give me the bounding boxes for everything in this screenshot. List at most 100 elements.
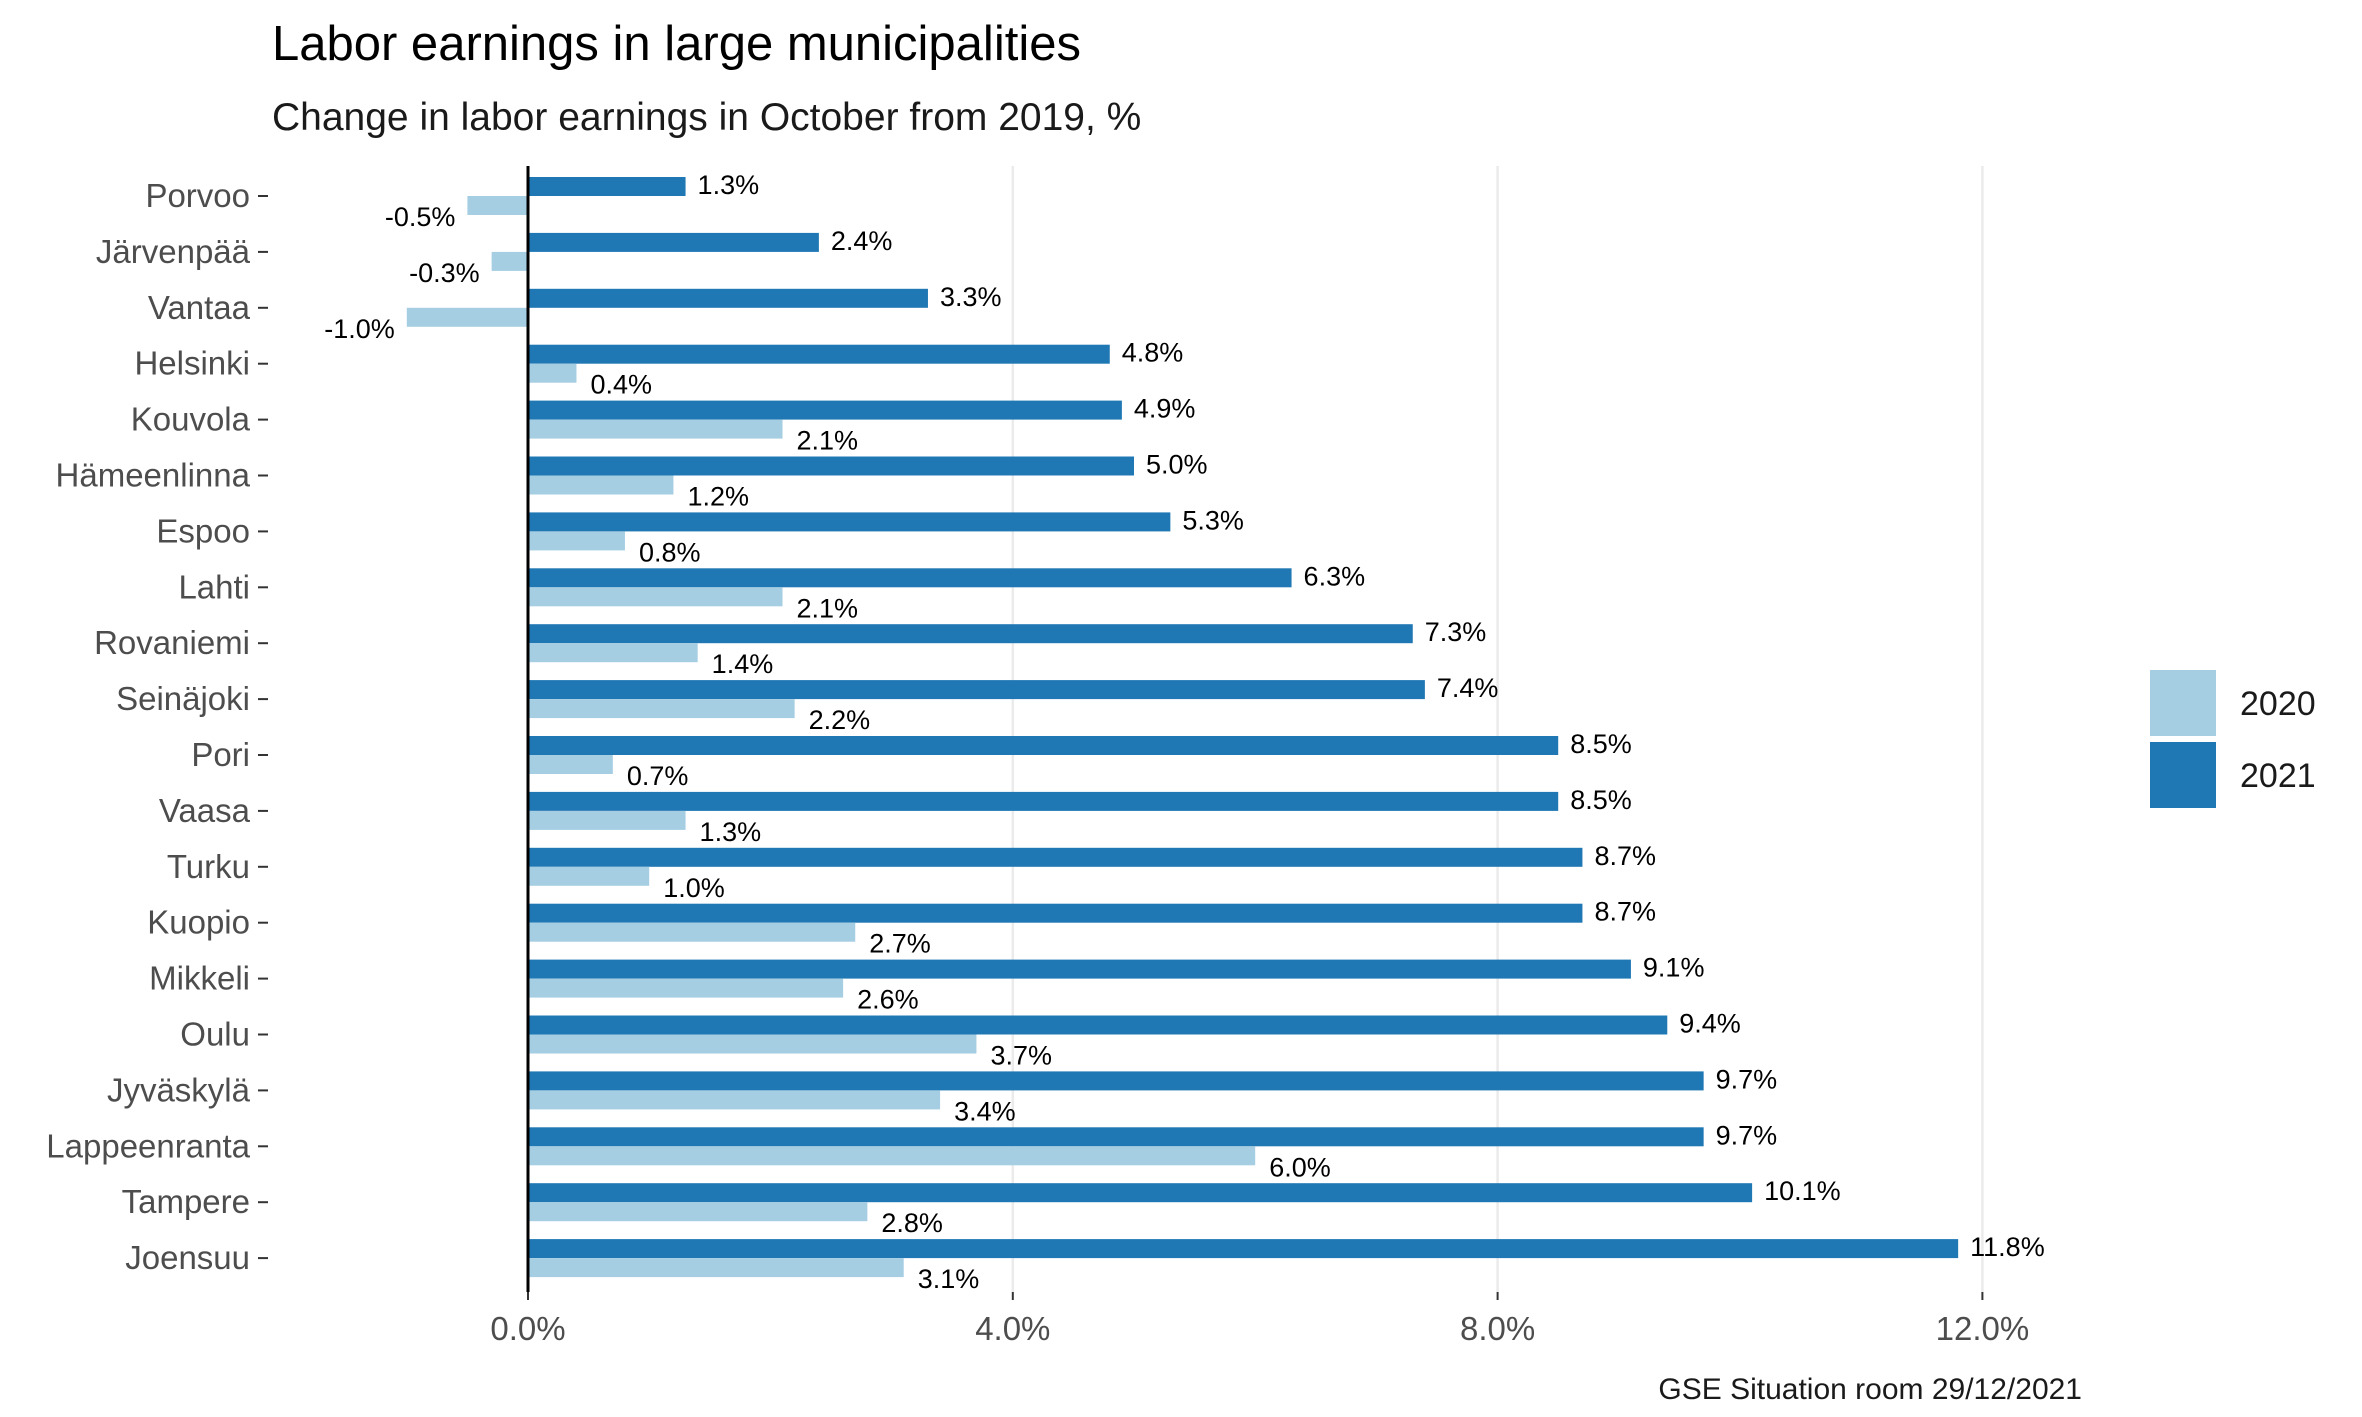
data-label-2020: 2.6% <box>857 985 919 1015</box>
bar-2021 <box>528 624 1413 644</box>
data-label-2021: 8.5% <box>1570 729 1632 759</box>
y-tick-label: Turku <box>167 848 250 885</box>
bar-2021 <box>528 680 1425 700</box>
data-label-2020: -0.5% <box>385 202 456 232</box>
data-label-2021: 9.1% <box>1643 953 1705 983</box>
data-label-2021: 8.7% <box>1594 897 1656 927</box>
data-label-2021: 2.4% <box>831 226 893 256</box>
y-tick-label: Rovaniemi <box>94 624 250 661</box>
data-label-2021: 8.5% <box>1570 785 1632 815</box>
bar-2020 <box>406 307 528 327</box>
data-label-2020: 1.4% <box>712 649 774 679</box>
y-tick-label: Hämeenlinna <box>56 457 251 494</box>
chart-subtitle: Change in labor earnings in October from… <box>272 96 1141 139</box>
data-label-2021: 9.7% <box>1716 1064 1778 1094</box>
data-label-2020: 2.1% <box>797 593 859 623</box>
y-tick-label: Kuopio <box>147 904 250 941</box>
y-tick-label: Jyväskylä <box>107 1071 251 1108</box>
bar-2021 <box>528 959 1631 979</box>
data-label-2021: 5.0% <box>1146 450 1208 480</box>
legend-label-2021: 2021 <box>2240 757 2316 795</box>
bar-2021 <box>528 456 1134 476</box>
bar-2021 <box>528 736 1559 755</box>
bar-2021 <box>528 288 928 308</box>
bar-2020 <box>528 643 698 663</box>
bar-2020 <box>528 1090 941 1110</box>
bar-2021 <box>528 568 1292 588</box>
bar-2020 <box>528 475 674 495</box>
data-label-2020: -0.3% <box>409 258 480 288</box>
data-label-2021: 4.9% <box>1134 394 1196 424</box>
chart-caption: GSE Situation room 29/12/2021 <box>1658 1373 2082 1406</box>
x-tick-label: 8.0% <box>1460 1310 1535 1347</box>
data-label-2021: 11.8% <box>1970 1232 2045 1262</box>
bar-2020 <box>528 922 856 942</box>
bar-2020 <box>528 1034 977 1054</box>
data-label-2021: 5.3% <box>1182 505 1244 535</box>
y-tick-label: Järvenpää <box>96 233 251 270</box>
data-label-2021: 8.7% <box>1594 841 1656 871</box>
data-label-2020: 2.1% <box>797 426 859 456</box>
legend-label-2020: 2020 <box>2240 685 2316 723</box>
y-tick-label: Joensuu <box>125 1239 250 1276</box>
data-labels: 1.3% -0.5% 2.4% -0.3% 3.3% -1.0% 4.8% 0.4% 4.9% 2… <box>324 170 2044 1294</box>
data-label-2021: 1.3% <box>698 170 760 200</box>
y-tick-label: Mikkeli <box>149 960 250 997</box>
y-tick-label: Espoo <box>156 512 250 549</box>
data-label-2020: 1.3% <box>700 817 762 847</box>
bar-2021 <box>528 1239 1959 1259</box>
y-axis: Porvoo Järvenpää Vantaa Helsinki Kouvola Häme… <box>46 177 268 1276</box>
legend: 2020 2021 <box>2150 670 2316 808</box>
data-label-2021: 7.3% <box>1425 617 1487 647</box>
data-label-2020: 0.7% <box>627 761 689 791</box>
data-label-2021: 7.4% <box>1437 673 1499 703</box>
bars <box>406 177 1959 1278</box>
data-label-2020: 1.0% <box>663 873 725 903</box>
bar-2021 <box>528 791 1559 811</box>
bar-2020 <box>528 1146 1256 1166</box>
bar-2020 <box>528 419 783 439</box>
bar-2021 <box>528 903 1583 923</box>
bar-2020 <box>528 363 577 383</box>
y-tick-label: Vantaa <box>148 289 251 326</box>
bar-2020 <box>528 1258 904 1278</box>
legend-key-2021 <box>2150 742 2216 808</box>
data-label-2020: 0.8% <box>639 537 701 567</box>
bar-2021 <box>528 232 819 252</box>
chart-title: Labor earnings in large municipalities <box>272 17 1081 71</box>
y-tick-label: Lahti <box>178 568 250 605</box>
data-label-2021: 9.4% <box>1679 1009 1741 1039</box>
y-tick-label: Kouvola <box>131 401 251 438</box>
data-label-2020: 3.4% <box>954 1096 1016 1126</box>
y-tick-label: Helsinki <box>134 345 250 382</box>
bar-2021 <box>528 1071 1704 1091</box>
y-tick-label: Vaasa <box>159 792 251 829</box>
data-label-2021: 10.1% <box>1764 1176 1841 1206</box>
bar-2021 <box>528 1183 1753 1203</box>
bar-2021 <box>528 344 1110 364</box>
data-label-2020: 2.2% <box>809 705 871 735</box>
bar-2020 <box>528 866 650 886</box>
bar-2021 <box>528 847 1583 867</box>
data-label-2020: 6.0% <box>1269 1152 1331 1182</box>
x-axis: 0.0% 4.0% 8.0% 12.0% <box>490 1292 2029 1347</box>
data-label-2020: 3.7% <box>990 1041 1052 1071</box>
data-label-2021: 9.7% <box>1716 1120 1778 1150</box>
bar-2021 <box>528 177 686 196</box>
bar-2020 <box>528 587 783 607</box>
legend-key-2020 <box>2150 670 2216 736</box>
data-label-2020: 1.2% <box>687 482 749 512</box>
bar-2020 <box>528 755 613 774</box>
bar-2020 <box>528 699 795 719</box>
y-tick-label: Porvoo <box>145 177 250 214</box>
x-tick-label: 0.0% <box>490 1310 565 1347</box>
data-label-2021: 4.8% <box>1122 338 1184 368</box>
x-tick-label: 12.0% <box>1936 1310 2030 1347</box>
bar-2021 <box>528 1127 1704 1147</box>
data-label-2020: -1.0% <box>324 314 395 344</box>
bar-2020 <box>467 196 528 215</box>
data-label-2021: 6.3% <box>1304 561 1366 591</box>
y-tick-label: Lappeenranta <box>46 1127 250 1164</box>
data-label-2020: 2.8% <box>881 1208 943 1238</box>
